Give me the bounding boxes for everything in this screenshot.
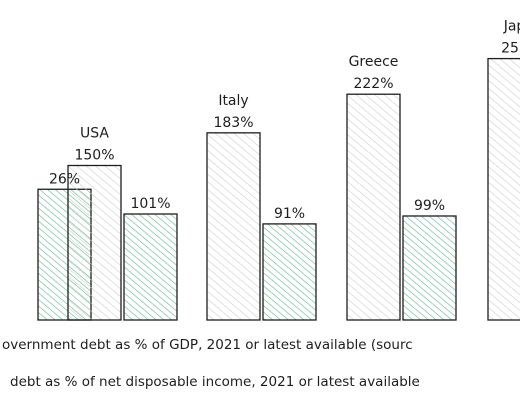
bar-gdp-2: [67, 164, 122, 321]
bar-income-2: [123, 213, 178, 321]
bar-income-4: [402, 215, 457, 321]
bar-income-3: [262, 223, 317, 321]
value-label-gdp-4: 222%: [353, 76, 393, 92]
value-label-income-3: 91%: [274, 206, 305, 222]
value-label-gdp-5: 258: [501, 41, 520, 57]
value-label-income-2: 101%: [130, 196, 170, 212]
value-label-income-1: 26%: [49, 171, 80, 187]
footnote-gdp: overnment debt as % of GDP, 2021 or late…: [2, 337, 413, 353]
category-label-3: Italy: [218, 93, 248, 109]
category-label-5: Jap: [503, 19, 520, 35]
footnote-income: debt as % of net disposable income, 2021…: [10, 374, 420, 390]
bar-gdp-3: [206, 132, 261, 321]
value-label-income-4: 99%: [414, 198, 445, 214]
category-label-4: Greece: [349, 54, 399, 70]
value-label-gdp-2: 150%: [74, 148, 114, 164]
bar-gdp-4: [346, 93, 401, 321]
bar-gdp-5: [487, 57, 520, 321]
value-label-gdp-3: 183%: [213, 115, 253, 131]
category-label-2: USA: [80, 126, 109, 142]
